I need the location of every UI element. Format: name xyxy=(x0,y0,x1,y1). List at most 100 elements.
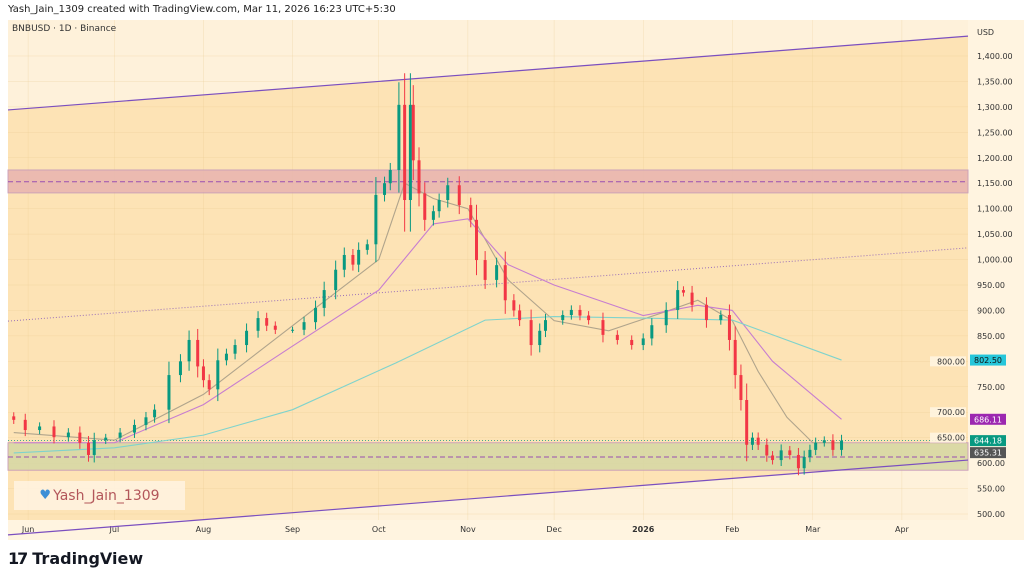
y-tick-label: 600.00 xyxy=(977,459,1005,468)
price-zone xyxy=(7,442,969,471)
price-label-badge xyxy=(970,435,1006,447)
y-tick-label: 1,150.00 xyxy=(977,179,1013,188)
y-tick-label: 1,300.00 xyxy=(977,103,1013,112)
symbol-legend: BNBUSD · 1D · Binance xyxy=(12,24,117,34)
time-axis xyxy=(8,520,1024,540)
channel-fill xyxy=(8,36,968,535)
y-tick-label: 950.00 xyxy=(977,281,1005,290)
candle-body xyxy=(383,183,387,195)
candle-body xyxy=(66,432,70,438)
candle-body xyxy=(365,244,369,250)
price-label-badge xyxy=(970,447,1006,459)
candle-body xyxy=(86,442,90,455)
candle-body xyxy=(201,366,205,381)
y-tick-label: 500.00 xyxy=(977,510,1005,519)
candle-body xyxy=(650,325,654,339)
candle-body xyxy=(538,330,542,346)
y-tick-label: 1,100.00 xyxy=(977,205,1013,214)
watermark-text: Yash_Jain_1309 xyxy=(53,487,160,504)
candle-body xyxy=(745,400,749,445)
candle-body xyxy=(664,309,668,326)
candle-body xyxy=(587,315,591,321)
candle-body xyxy=(518,310,522,321)
x-tick-label: Dec xyxy=(546,525,561,534)
candle-body xyxy=(423,193,427,220)
candle-body xyxy=(733,339,737,376)
candle-body xyxy=(578,309,582,316)
x-tick-label: Sep xyxy=(285,525,300,534)
candle-body xyxy=(543,320,547,331)
heart-icon: ♥ xyxy=(39,488,52,503)
candle-body xyxy=(431,211,435,220)
candle-body xyxy=(314,307,318,323)
channel-upper-line xyxy=(7,35,969,111)
candle-body xyxy=(322,290,326,308)
x-tick-label: Nov xyxy=(460,525,476,534)
candle-body xyxy=(739,375,743,401)
price-label-text: 686.11 xyxy=(974,415,1002,424)
candle-body xyxy=(411,104,415,161)
y-tick-label: 550.00 xyxy=(977,485,1005,494)
candle-body xyxy=(144,417,148,425)
price-label-badge xyxy=(970,413,1006,425)
candle-body xyxy=(216,360,220,390)
candle-body xyxy=(822,440,826,443)
candle-body xyxy=(446,185,450,201)
candle-body xyxy=(796,454,800,469)
candle-body xyxy=(178,361,182,376)
y-tick-label-backdrop xyxy=(930,407,966,418)
candle-body xyxy=(457,185,461,206)
moving-average-line xyxy=(13,315,842,454)
candle-body xyxy=(118,432,122,438)
y-tick-label: 700.00 xyxy=(937,408,965,417)
candle-body xyxy=(52,426,56,438)
candle-body xyxy=(351,254,355,265)
candle-body xyxy=(529,320,533,346)
y-tick-label: 1,050.00 xyxy=(977,230,1013,239)
tradingview-logo-text: TradingView xyxy=(32,549,144,568)
y-tick-label: 1,200.00 xyxy=(977,154,1013,163)
candle-body xyxy=(615,334,619,340)
candle-body xyxy=(302,322,306,330)
tradingview-footer[interactable]: 17 TradingView xyxy=(8,549,143,568)
candle-body xyxy=(132,424,136,433)
candle-body xyxy=(38,426,42,431)
candle-body xyxy=(512,300,516,311)
candle-body xyxy=(641,338,645,346)
candle-body xyxy=(569,309,573,316)
candle-body xyxy=(23,419,27,431)
candle-body xyxy=(437,200,441,212)
candle-body xyxy=(408,104,412,201)
candle-body xyxy=(814,442,818,450)
candle-body xyxy=(601,320,605,335)
tradingview-logo-icon: 17 xyxy=(8,549,28,568)
x-tick-label: 2026 xyxy=(632,525,655,534)
x-tick-label: Aug xyxy=(196,525,212,534)
candle-body xyxy=(342,254,346,270)
candle-body xyxy=(104,437,108,441)
y-tick-label: 650.00 xyxy=(937,434,965,443)
candle-body xyxy=(802,457,806,469)
candle-body xyxy=(840,440,844,450)
candle-body xyxy=(187,339,191,362)
y-tick-label: 1,250.00 xyxy=(977,128,1013,137)
candle-body xyxy=(676,290,680,310)
y-tick-label-backdrop xyxy=(930,356,966,367)
channel-lower-line xyxy=(7,459,969,536)
candle-body xyxy=(831,440,835,450)
candle-body xyxy=(273,325,277,330)
candle-body xyxy=(779,450,783,461)
candle-body xyxy=(207,380,211,390)
candle-body xyxy=(12,416,16,420)
candle-body xyxy=(256,318,260,331)
candle-body xyxy=(245,330,249,346)
y-tick-label: 1,000.00 xyxy=(977,256,1013,265)
candle-body xyxy=(469,205,473,220)
candle-body xyxy=(808,449,812,458)
candle-body xyxy=(719,315,723,321)
candle-body xyxy=(224,353,228,361)
price-label-text: 635.31 xyxy=(974,449,1002,458)
candle-body xyxy=(334,269,338,291)
candle-body xyxy=(475,219,479,261)
